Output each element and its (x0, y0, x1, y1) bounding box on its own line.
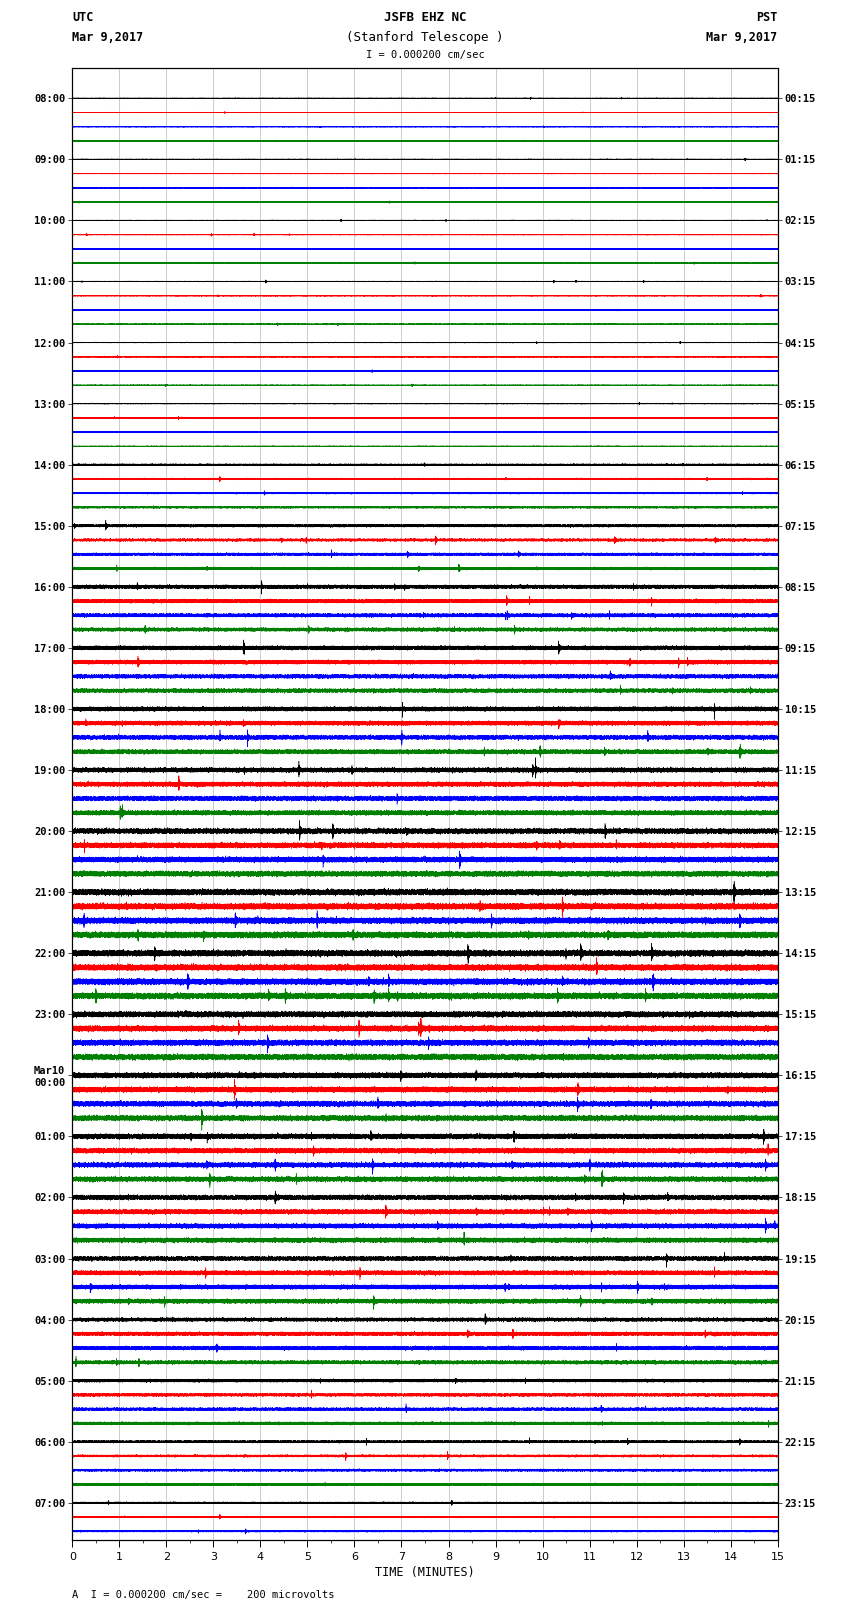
Text: JSFB EHZ NC: JSFB EHZ NC (383, 11, 467, 24)
Text: UTC: UTC (72, 11, 94, 24)
Text: Mar 9,2017: Mar 9,2017 (706, 31, 778, 44)
Text: I = 0.000200 cm/sec: I = 0.000200 cm/sec (366, 50, 484, 60)
Text: Mar 9,2017: Mar 9,2017 (72, 31, 144, 44)
Text: PST: PST (756, 11, 778, 24)
X-axis label: TIME (MINUTES): TIME (MINUTES) (375, 1566, 475, 1579)
Text: (Stanford Telescope ): (Stanford Telescope ) (346, 31, 504, 44)
Text: A  I = 0.000200 cm/sec =    200 microvolts: A I = 0.000200 cm/sec = 200 microvolts (72, 1590, 335, 1600)
